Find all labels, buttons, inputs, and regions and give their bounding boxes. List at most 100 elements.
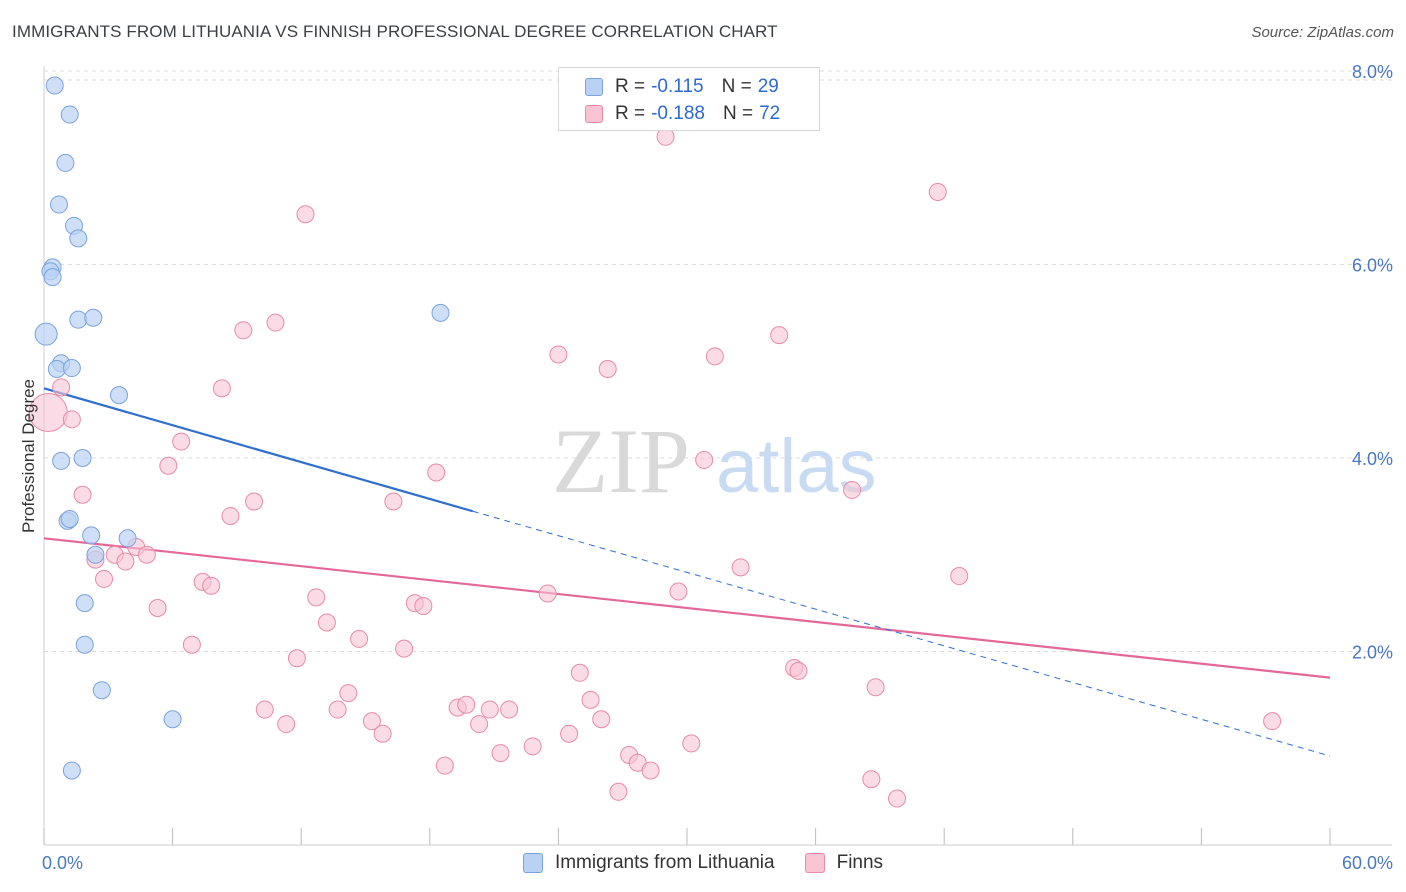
- finns-point: [682, 734, 701, 753]
- lithuania-point: [431, 303, 450, 322]
- finns-point: [669, 582, 688, 601]
- legend-n-value: 72: [759, 103, 781, 124]
- finns-point: [549, 345, 568, 364]
- finns-point: [950, 567, 969, 586]
- lithuania-point: [43, 268, 62, 287]
- lithuania-point: [163, 710, 182, 729]
- y-tick-label: 8.0%: [1352, 62, 1393, 82]
- finns-point: [350, 629, 369, 648]
- lithuania-point: [82, 526, 101, 545]
- legend-label-lithuania: Immigrants from Lithuania: [554, 852, 775, 873]
- x-tick-labels: 0.0% 60.0%: [42, 853, 1393, 873]
- legend-swatch-blue: [522, 853, 543, 873]
- finns-point: [928, 182, 947, 201]
- correlation-legend: R = -0.115 N = 29 R = -0.188 N = 72: [558, 67, 820, 131]
- x-tick-label: 0.0%: [42, 853, 83, 873]
- finns-point: [277, 715, 296, 734]
- lithuania-point: [84, 308, 103, 327]
- finns-point: [212, 379, 231, 398]
- lithuania-point: [73, 449, 92, 468]
- finns-point: [221, 507, 240, 526]
- finns-point: [598, 360, 617, 379]
- finns-trend-line: [43, 537, 1331, 679]
- finns-points: [28, 127, 1282, 808]
- y-axis-label: Professional Degree: [19, 379, 38, 533]
- legend-label-finns: Finns: [836, 852, 884, 873]
- finns-point: [695, 450, 714, 469]
- lithuania-point: [69, 310, 88, 329]
- lithuania-point: [62, 359, 81, 378]
- legend-swatch-pink: [585, 105, 603, 123]
- finns-point: [395, 639, 414, 658]
- legend-item-finns[interactable]: Finns: [804, 852, 884, 874]
- chart-source: Source: ZipAtlas.com: [1251, 24, 1394, 41]
- finns-point: [307, 588, 326, 607]
- finns-point: [116, 552, 135, 571]
- finns-point: [245, 492, 264, 511]
- lithuania-point: [50, 195, 69, 214]
- lithuania-point: [92, 681, 111, 700]
- finns-point: [172, 432, 191, 451]
- finns-point: [705, 347, 724, 366]
- finns-point: [789, 661, 808, 680]
- legend-row-lithuania: R = -0.115 N = 29: [585, 75, 797, 99]
- finns-point: [427, 463, 446, 482]
- lithuania-point: [60, 509, 79, 528]
- finns-point: [523, 737, 542, 756]
- finns-point: [202, 576, 221, 595]
- legend-r-label: R =: [615, 103, 646, 124]
- finns-point: [95, 569, 114, 588]
- lithuania-point: [69, 229, 88, 248]
- legend-n-value: 29: [757, 76, 779, 97]
- legend-row-finns: R = -0.188 N = 72: [585, 102, 798, 126]
- lithuania-point: [62, 761, 81, 780]
- finns-point: [52, 378, 71, 397]
- y-tick-labels: 2.0% 4.0% 6.0% 8.0%: [1352, 62, 1393, 662]
- legend-r-value: -0.115: [651, 76, 704, 97]
- lithuania-points: [34, 76, 450, 780]
- lithuania-point: [45, 76, 64, 95]
- legend-n-label: N =: [721, 76, 752, 97]
- series-legend: Immigrants from Lithuania Finns: [0, 852, 1406, 874]
- finns-point: [581, 690, 600, 709]
- finns-point: [435, 756, 454, 775]
- y-tick-label: 2.0%: [1352, 643, 1393, 663]
- lithuania-point: [47, 360, 66, 379]
- finns-point: [843, 480, 862, 499]
- finns-point: [862, 770, 881, 789]
- legend-n-label: N =: [722, 103, 754, 124]
- finns-point: [500, 700, 519, 719]
- finns-point: [470, 715, 489, 734]
- finns-point: [414, 597, 433, 616]
- finns-point: [592, 710, 611, 729]
- finns-point: [866, 678, 885, 697]
- finns-point: [287, 649, 306, 668]
- y-tick-label: 4.0%: [1352, 449, 1393, 469]
- finns-point: [159, 456, 178, 475]
- finns-point: [570, 663, 589, 682]
- lithuania-point: [118, 529, 137, 548]
- lithuania-point: [52, 451, 71, 470]
- legend-swatch-blue: [585, 78, 603, 96]
- finns-point: [62, 410, 81, 429]
- watermark-zip: ZIP: [552, 410, 690, 512]
- finns-point: [137, 545, 156, 564]
- legend-r-value: -0.188: [651, 103, 705, 124]
- x-tick-label: 60.0%: [1342, 853, 1393, 873]
- finns-point: [609, 782, 628, 801]
- axes: [43, 66, 1392, 846]
- lithuania-point: [56, 153, 75, 172]
- finns-point: [182, 635, 201, 654]
- lithuania-point: [110, 386, 129, 405]
- finns-point: [73, 485, 92, 504]
- finns-point: [317, 613, 336, 632]
- finns-point: [1263, 712, 1282, 731]
- finns-point: [384, 492, 403, 511]
- finns-point: [328, 700, 347, 719]
- finns-point: [457, 695, 476, 714]
- finns-point: [234, 321, 253, 340]
- legend-item-lithuania[interactable]: Immigrants from Lithuania: [522, 852, 775, 874]
- finns-point: [888, 789, 907, 808]
- lithuania-trend-extension: [472, 510, 1331, 757]
